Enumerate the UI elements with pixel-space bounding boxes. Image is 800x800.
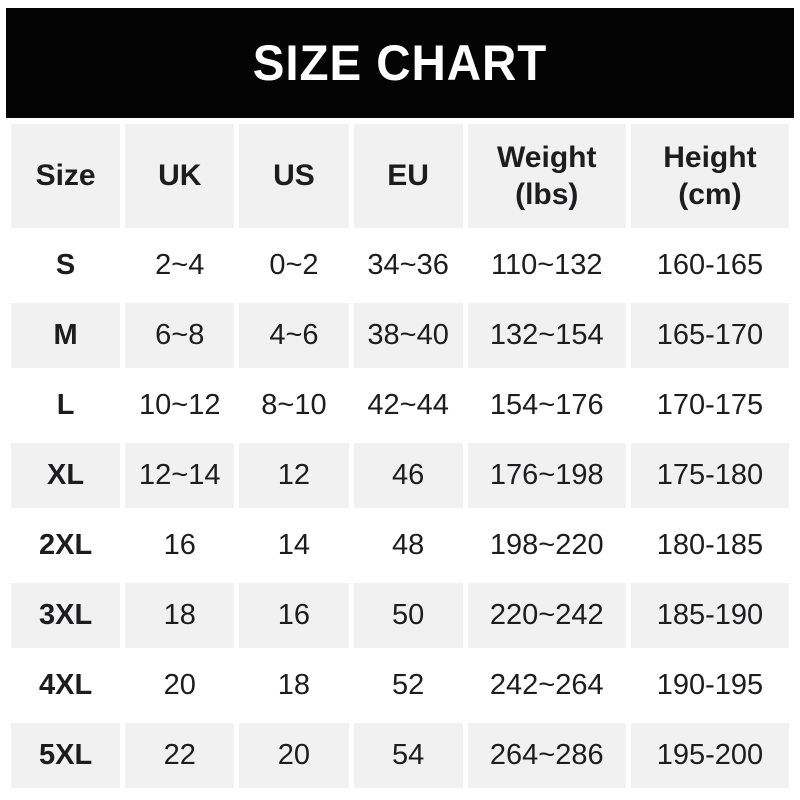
cell-size: XL [11,443,121,508]
cell-us: 20 [239,723,349,788]
cell-height: 165-170 [630,303,789,368]
cell-eu: 52 [353,653,463,718]
cell-height: 170-175 [630,373,789,438]
column-header-uk: UK [125,124,235,228]
cell-uk: 16 [125,513,235,578]
cell-us: 4~6 [239,303,349,368]
cell-size: L [11,373,121,438]
cell-uk: 22 [125,723,235,788]
table-row-5xl: 5XL 22 20 54 264~286 195-200 [11,723,789,788]
header-unit-label: (cm) [678,178,742,211]
header-label: UK [158,159,202,193]
cell-us: 0~2 [239,233,349,298]
header-label: EU [387,159,429,193]
column-header-size: Size [11,124,121,228]
column-header-us: US [239,124,349,228]
column-header-eu: EU [353,124,463,228]
cell-weight: 220~242 [467,583,626,648]
cell-eu: 46 [353,443,463,508]
column-header-height: Height (cm) [630,124,789,228]
title-banner: SIZE CHART [6,8,794,118]
cell-height: 185-190 [630,583,789,648]
cell-uk: 12~14 [125,443,235,508]
table-body: S 2~4 0~2 34~36 110~132 160-165 M 6~8 4~… [11,233,789,788]
cell-eu: 54 [353,723,463,788]
cell-uk: 10~12 [125,373,235,438]
cell-us: 14 [239,513,349,578]
cell-us: 16 [239,583,349,648]
table-row-3xl: 3XL 18 16 50 220~242 185-190 [11,583,789,648]
table-row-l: L 10~12 8~10 42~44 154~176 170-175 [11,373,789,438]
table-row-2xl: 2XL 16 14 48 198~220 180-185 [11,513,789,578]
cell-weight: 154~176 [467,373,626,438]
table-row-m: M 6~8 4~6 38~40 132~154 165-170 [11,303,789,368]
cell-height: 195-200 [630,723,789,788]
header-unit-label: (lbs) [515,178,579,211]
column-header-weight: Weight (lbs) [467,124,626,228]
cell-size: S [11,233,121,298]
cell-size: 5XL [11,723,121,788]
cell-weight: 110~132 [467,233,626,298]
cell-us: 12 [239,443,349,508]
table-header: Size UK US EU Weight (lbs) Height (cm) [11,124,789,228]
cell-uk: 2~4 [125,233,235,298]
header-row: Size UK US EU Weight (lbs) Height (cm) [11,124,789,228]
cell-uk: 6~8 [125,303,235,368]
table-row-4xl: 4XL 20 18 52 242~264 190-195 [11,653,789,718]
page-title: SIZE CHART [252,35,548,91]
cell-us: 18 [239,653,349,718]
cell-weight: 176~198 [467,443,626,508]
header-label: US [273,159,315,193]
cell-weight: 264~286 [467,723,626,788]
cell-size: 3XL [11,583,121,648]
header-label: Weight [497,140,597,174]
cell-size: M [11,303,121,368]
cell-height: 175-180 [630,443,789,508]
table-row-s: S 2~4 0~2 34~36 110~132 160-165 [11,233,789,298]
cell-eu: 34~36 [353,233,463,298]
cell-uk: 20 [125,653,235,718]
cell-size: 4XL [11,653,121,718]
cell-weight: 132~154 [467,303,626,368]
cell-height: 190-195 [630,653,789,718]
cell-eu: 48 [353,513,463,578]
size-table: Size UK US EU Weight (lbs) Height (cm) [6,119,794,793]
cell-weight: 198~220 [467,513,626,578]
cell-height: 160-165 [630,233,789,298]
table-row-xl: XL 12~14 12 46 176~198 175-180 [11,443,789,508]
cell-eu: 42~44 [353,373,463,438]
header-label: Height [663,140,757,174]
cell-eu: 38~40 [353,303,463,368]
cell-weight: 242~264 [467,653,626,718]
cell-height: 180-185 [630,513,789,578]
cell-us: 8~10 [239,373,349,438]
cell-size: 2XL [11,513,121,578]
cell-eu: 50 [353,583,463,648]
cell-uk: 18 [125,583,235,648]
header-label: Size [35,159,96,193]
